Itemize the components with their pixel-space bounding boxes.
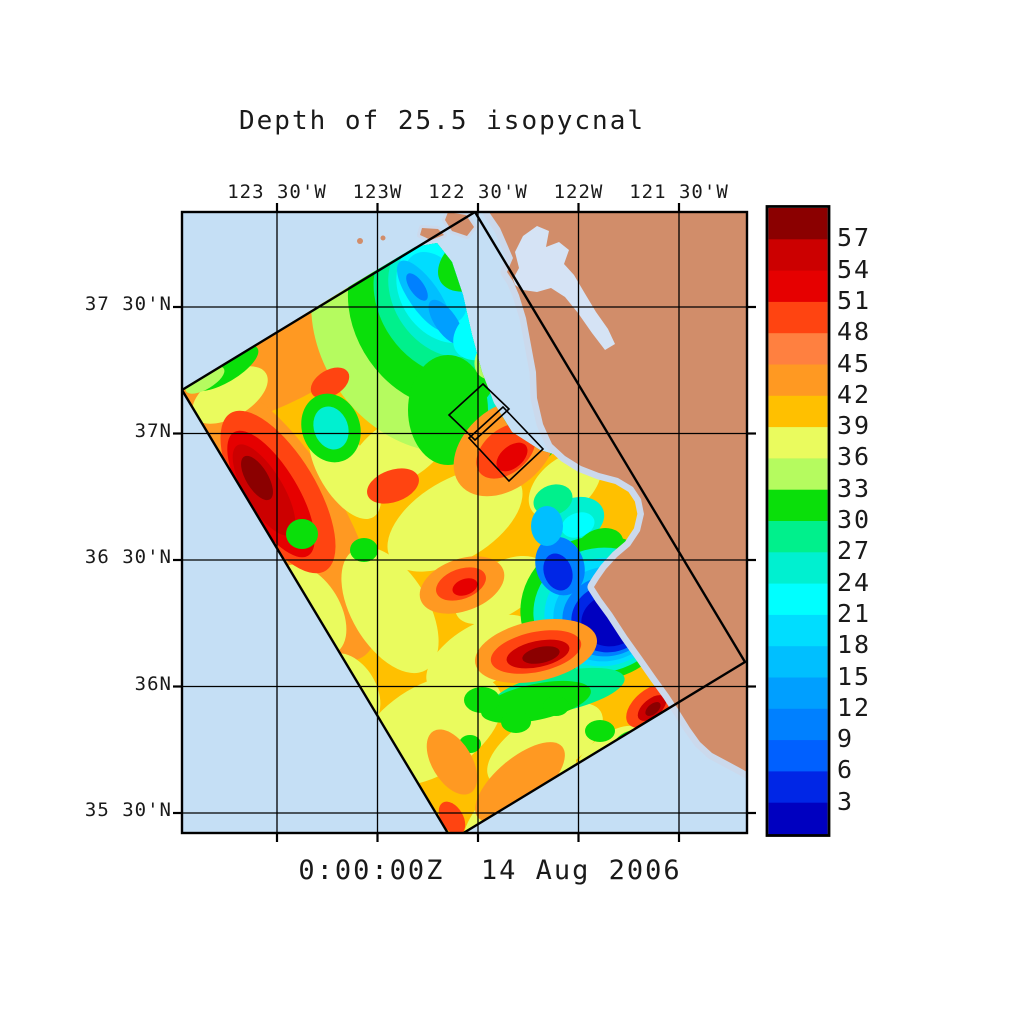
field-contour-blob [192, 366, 268, 424]
field-contour-blob [426, 729, 478, 795]
field-contour-blob [438, 801, 466, 833]
colorbar-tick-label: 54 [837, 254, 872, 284]
colorbar-tick-label: 30 [837, 505, 872, 534]
colorbar-band [768, 270, 828, 303]
field-contour-blob [645, 702, 661, 716]
field-contour-blob [496, 442, 528, 472]
colorbar-band [768, 521, 828, 553]
colorbar-tick-label: 57 [837, 223, 872, 253]
colorbar-tick-label: 51 [837, 285, 872, 315]
field-contour-blob [341, 546, 439, 674]
colorbar-band [768, 677, 828, 710]
colorbar-tick-label: 9 [837, 724, 855, 754]
x-axis-tick-label: 121 30'W [629, 181, 729, 203]
latlon-grid [182, 212, 747, 833]
colorbar-band [768, 239, 828, 272]
y-axis-tick-label: 37N [134, 419, 172, 442]
colorbar-tick-label: 3 [837, 786, 855, 816]
time-label: 0:00:00Z 14 Aug 2006 [298, 855, 682, 886]
field-contour-blob [310, 367, 350, 399]
field-contour-blob [543, 553, 573, 591]
field-contour-blob [501, 711, 531, 733]
axis-ticks [173, 203, 756, 842]
colorbar-tick-label: 45 [837, 348, 872, 378]
colorbar [768, 208, 828, 835]
y-axis-tick-label: 35 30'N [84, 799, 172, 821]
y-axis-tick-label: 37 30'N [84, 293, 172, 315]
field-contour-blob [543, 696, 569, 716]
colorbar-tick-label: 15 [837, 661, 872, 691]
farallon-island-dot [357, 238, 363, 244]
field-contour-blob [286, 519, 318, 549]
field-contour-blob [475, 742, 565, 822]
model-domain-outline [182, 212, 747, 833]
field-contour-blob [464, 687, 500, 713]
x-axis-tick-label: 123W [352, 181, 403, 203]
colorbar-tick-label: 36 [837, 442, 872, 472]
colorbar-band [768, 614, 828, 647]
field-contour-blob [367, 468, 419, 504]
x-axis-tick-label: 122W [553, 181, 604, 203]
model-domain-overlays [182, 212, 747, 833]
colorbar-band [768, 740, 828, 772]
field-contour-blob [185, 366, 225, 394]
colorbar-band [768, 583, 828, 616]
colorbar-tick-label: 27 [837, 536, 872, 566]
plot-frame [180, 210, 749, 835]
field-contour-blob [241, 455, 273, 501]
colorbar-band [768, 395, 828, 428]
farallon-island-dot [380, 235, 386, 241]
colorbar-band [768, 208, 828, 240]
colorbar-tick-label: 42 [837, 379, 872, 409]
field-contour-blob [531, 506, 563, 546]
colorbar-band [768, 301, 828, 334]
field-contour-blob [313, 406, 349, 450]
san-francisco-bay [513, 226, 615, 350]
y-axis-tick-label: 36 30'N [84, 546, 172, 568]
colorbar-band [768, 364, 828, 397]
x-axis-tick-label: 123 30'W [227, 181, 327, 203]
x-axis-tick-label: 122 30'W [428, 181, 528, 203]
field-contour-blob [585, 720, 615, 742]
colorbar-tick-label: 24 [837, 567, 872, 597]
colorbar-band [768, 802, 828, 835]
colorbar-tick-label: 33 [837, 473, 872, 503]
colorbar-band [768, 646, 828, 679]
field-contour-blob [522, 646, 560, 664]
colorbar-band [768, 552, 828, 585]
colorbar-band [768, 427, 828, 459]
coastal-islet [417, 225, 447, 243]
colorbar-band [768, 458, 828, 491]
chart-title: Depth of 25.5 isopycnal [238, 106, 646, 136]
colorbar-tick-label: 18 [837, 630, 872, 660]
field-contour-blob [452, 578, 478, 596]
field-contour-blob [406, 273, 428, 301]
colorbar-band [768, 489, 828, 522]
colorbar-band [768, 333, 828, 366]
colorbar-frame [765, 205, 831, 837]
nested-domain-box [447, 382, 511, 442]
colorbar-tick-label: 21 [837, 598, 872, 628]
y-axis-tick-label: 36N [134, 672, 172, 695]
colorbar-tick-label: 6 [837, 755, 855, 785]
colorbar-tick-label: 12 [837, 692, 872, 722]
field-contour-blob [350, 538, 378, 562]
colorbar-tick-label: 39 [837, 411, 872, 441]
colorbar-tick-label: 48 [837, 317, 872, 347]
nested-domain-box [467, 405, 545, 483]
colorbar-band [768, 708, 828, 741]
colorbar-band [768, 771, 828, 804]
